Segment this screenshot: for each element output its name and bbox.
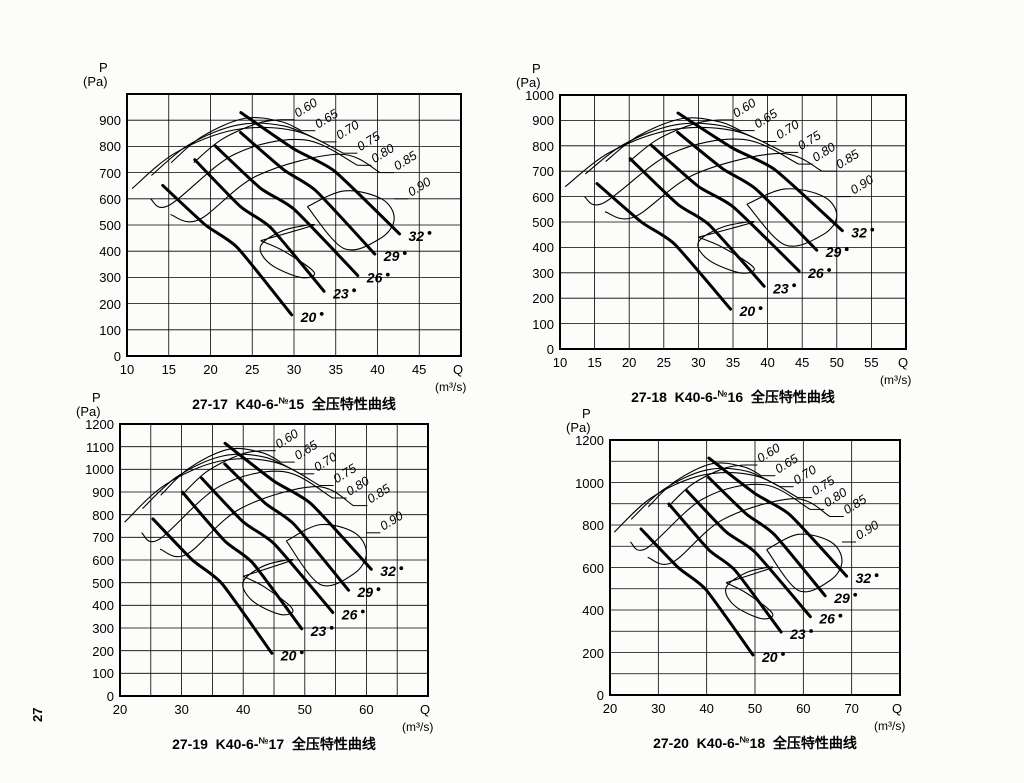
svg-text:29: 29 [825,244,842,260]
svg-text:0.70: 0.70 [334,118,362,143]
svg-text:26: 26 [807,265,824,281]
svg-text:26: 26 [341,607,358,623]
svg-text:20: 20 [300,309,317,325]
svg-text:0.90: 0.90 [848,172,876,197]
svg-text:32: 32 [856,570,872,586]
svg-text:29: 29 [833,590,850,606]
svg-text:0.65: 0.65 [752,106,780,131]
svg-text:23: 23 [789,626,806,642]
svg-text:0.65: 0.65 [312,106,340,131]
svg-text:20: 20 [761,649,778,665]
svg-text:32: 32 [409,228,425,244]
svg-text:0.85: 0.85 [833,147,861,172]
svg-text:23: 23 [310,623,327,639]
svg-text:0.90: 0.90 [853,518,881,543]
svg-text:26: 26 [366,270,383,286]
svg-text:29: 29 [357,584,374,600]
svg-text:0.70: 0.70 [774,117,802,142]
svg-text:0.90: 0.90 [378,509,406,534]
svg-text:20: 20 [280,647,297,663]
svg-text:32: 32 [851,225,867,241]
svg-text:20: 20 [739,303,756,319]
svg-text:32: 32 [380,563,396,579]
svg-text:29: 29 [383,248,400,264]
svg-text:26: 26 [818,611,835,627]
svg-text:23: 23 [332,285,349,301]
svg-text:23: 23 [772,280,789,296]
